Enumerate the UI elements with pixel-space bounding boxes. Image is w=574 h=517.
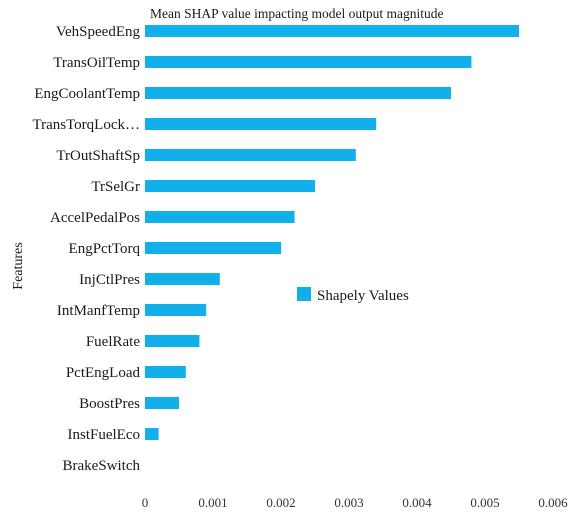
category-labels: VehSpeedEng TransOilTemp EngCoolantTemp Tra…: [32, 24, 140, 474]
category-label: TrSelGr: [91, 179, 140, 195]
bar: [145, 273, 220, 285]
category-label: InstFuelEco: [68, 427, 141, 443]
x-tick-labels: 0 0.001 0.002 0.003 0.004 0.005 0.006: [142, 495, 568, 510]
bars-group: [145, 25, 519, 440]
legend-swatch: [297, 287, 311, 301]
bar: [145, 242, 281, 254]
bar: [145, 87, 451, 99]
bar: [145, 56, 472, 68]
bar: [145, 428, 159, 440]
category-label: EngPctTorq: [69, 241, 141, 257]
category-label: IntManfTemp: [57, 303, 140, 319]
x-tick-label: 0.001: [198, 495, 227, 510]
bar: [145, 366, 186, 378]
category-label: VehSpeedEng: [56, 24, 141, 40]
category-label: EngCoolantTemp: [34, 86, 140, 102]
bar: [145, 211, 295, 223]
y-axis-title: Features: [11, 242, 26, 289]
bar: [145, 118, 377, 130]
category-label: PctEngLoad: [66, 365, 141, 381]
category-label: TrOutShaftSp: [56, 148, 140, 164]
category-label: BoostPres: [79, 396, 140, 412]
bar: [145, 149, 356, 161]
category-label: AccelPedalPos: [50, 210, 140, 226]
bar: [145, 304, 207, 316]
legend: Shapely Values: [297, 287, 409, 304]
x-tick-label: 0: [142, 495, 149, 510]
bar: [145, 397, 179, 409]
category-label: InjCtlPres: [79, 272, 140, 288]
x-tick-label: 0.003: [334, 495, 363, 510]
legend-label: Shapely Values: [317, 288, 409, 304]
chart-title: Mean SHAP value impacting model output m…: [150, 6, 443, 21]
bar: [145, 180, 315, 192]
bar: [145, 335, 200, 347]
x-tick-label: 0.005: [470, 495, 499, 510]
x-tick-label: 0.004: [402, 495, 432, 510]
x-tick-label: 0.002: [266, 495, 295, 510]
category-label: TransTorqLock…: [32, 117, 140, 133]
category-label: TransOilTemp: [53, 55, 140, 71]
category-label: BrakeSwitch: [63, 458, 141, 474]
category-label: FuelRate: [86, 334, 140, 350]
x-tick-label: 0.006: [538, 495, 568, 510]
bar: [145, 25, 519, 37]
